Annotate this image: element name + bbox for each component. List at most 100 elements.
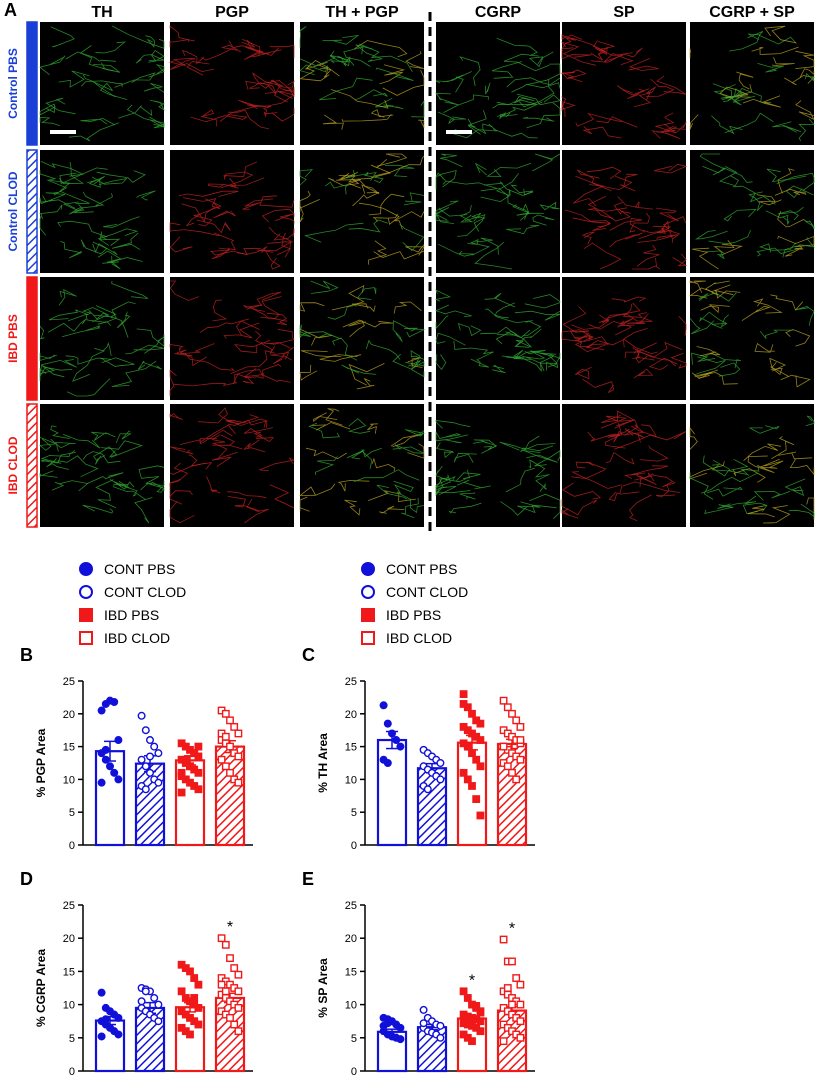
micrograph-texture <box>434 420 561 519</box>
micrograph <box>690 404 814 527</box>
micrograph <box>300 22 424 145</box>
y-axis-label: % PGP Area <box>34 728 48 797</box>
bar <box>214 745 246 847</box>
micrograph <box>300 277 424 400</box>
data-point <box>97 1032 106 1041</box>
data-point <box>194 1020 203 1029</box>
y-tick-label: 20 <box>63 709 75 721</box>
data-point <box>101 745 110 754</box>
micrograph-texture <box>168 25 296 130</box>
micrograph-texture <box>692 153 815 270</box>
micrograph <box>40 404 164 527</box>
data-point <box>503 762 512 771</box>
data-point <box>512 716 521 725</box>
column-header: CGRP + SP <box>709 4 795 21</box>
data-point <box>217 755 226 764</box>
y-axis-label: % TH Area <box>316 733 330 793</box>
panel-label: A <box>4 0 17 20</box>
micrograph-texture <box>299 153 425 265</box>
data-point <box>110 768 119 777</box>
data-point <box>217 980 226 989</box>
scale-bar <box>50 130 76 134</box>
legend-marker <box>361 631 375 645</box>
legend-label: CONT CLOD <box>104 584 186 600</box>
data-point <box>141 726 150 735</box>
data-point <box>194 1004 203 1012</box>
data-point <box>226 716 234 725</box>
legend-label: CONT CLOD <box>386 584 468 600</box>
y-tick-label: 10 <box>63 774 75 786</box>
data-point <box>472 1002 481 1010</box>
micrograph-texture <box>435 37 561 139</box>
data-point <box>177 987 186 996</box>
panel-label: C <box>302 645 315 665</box>
data-point <box>186 1030 194 1039</box>
micrograph-texture <box>560 33 687 139</box>
data-point <box>230 723 239 731</box>
micrograph <box>300 150 424 273</box>
data-point <box>150 993 159 1002</box>
micrograph <box>690 22 814 145</box>
y-tick-label: 10 <box>63 1000 75 1012</box>
data-point <box>141 785 150 794</box>
data-point <box>234 970 243 979</box>
data-point <box>221 987 230 996</box>
legend-marker <box>79 562 93 576</box>
data-point <box>396 1035 405 1044</box>
data-point <box>476 736 485 744</box>
row-label: IBD PBS <box>6 314 20 363</box>
row-label: IBD CLOD <box>6 436 20 494</box>
y-tick-label: 25 <box>63 676 75 688</box>
micrograph-texture <box>689 25 815 142</box>
data-point <box>154 778 163 787</box>
legend-marker <box>79 585 93 599</box>
micrograph <box>436 22 560 145</box>
data-point <box>516 980 525 989</box>
data-point <box>194 742 203 751</box>
micrograph <box>40 277 164 400</box>
y-tick-label: 10 <box>345 774 357 786</box>
data-point <box>516 1000 525 1009</box>
y-tick-label: 10 <box>345 1000 357 1012</box>
panel-label: D <box>20 869 33 889</box>
data-point <box>436 775 445 784</box>
y-tick-label: 15 <box>345 966 357 978</box>
data-point <box>154 1000 163 1009</box>
significance-label: * <box>469 972 475 989</box>
micrograph <box>170 277 294 400</box>
data-point <box>472 795 481 803</box>
data-point <box>476 762 485 771</box>
data-point <box>512 775 521 784</box>
data-point <box>476 811 485 820</box>
micrograph-texture <box>39 280 165 397</box>
significance-label: * <box>509 921 515 938</box>
legend-marker <box>361 585 375 599</box>
data-point <box>154 749 163 758</box>
data-point <box>463 994 472 1002</box>
data-point <box>145 768 154 777</box>
data-point <box>476 1008 485 1017</box>
micrograph-texture <box>298 408 426 519</box>
micrograph-texture <box>39 425 165 524</box>
data-point <box>234 778 243 787</box>
data-point <box>114 775 123 784</box>
data-point <box>101 755 110 764</box>
data-point <box>154 1017 163 1026</box>
y-tick-label: 5 <box>69 807 75 819</box>
y-tick-label: 0 <box>351 840 357 852</box>
data-point <box>190 994 199 1002</box>
y-tick-label: 5 <box>351 807 357 819</box>
data-point <box>468 749 476 758</box>
data-point <box>459 690 468 699</box>
row-label: Control CLOD <box>6 171 20 251</box>
data-point <box>137 755 146 764</box>
data-point <box>190 749 199 758</box>
micrograph <box>562 150 686 273</box>
data-point <box>97 988 106 997</box>
data-point <box>499 935 508 944</box>
data-point <box>516 723 525 731</box>
micrograph-texture <box>561 296 687 393</box>
legend-marker <box>79 631 93 645</box>
data-point <box>463 775 472 784</box>
data-point <box>419 1019 428 1028</box>
